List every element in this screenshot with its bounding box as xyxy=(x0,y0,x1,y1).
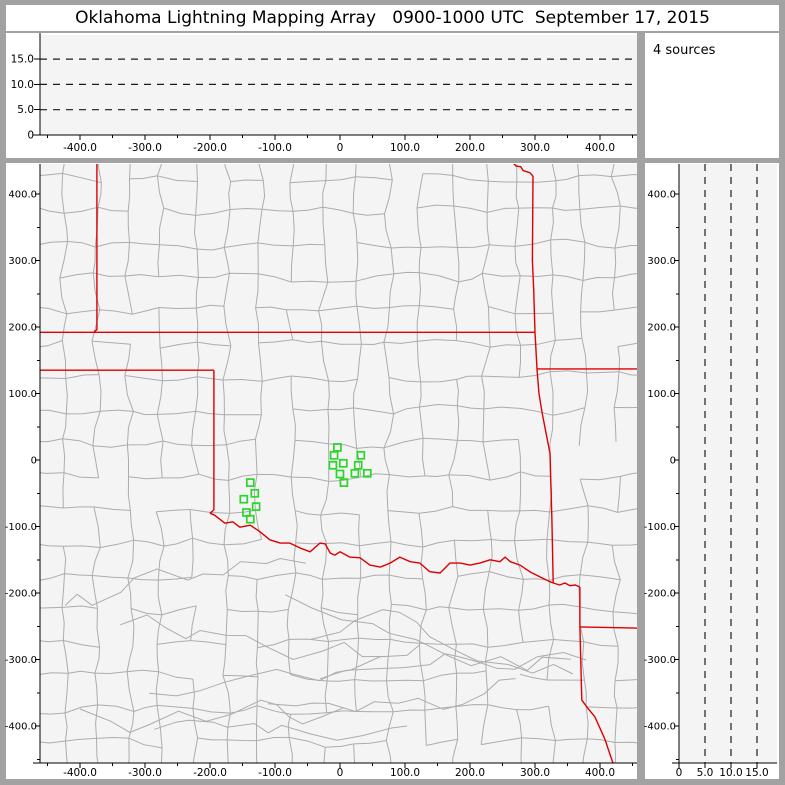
title-bar: Oklahoma Lightning Mapping Array 0900-10… xyxy=(6,5,779,31)
plan-view-panel[interactable] xyxy=(6,163,637,779)
sources-panel: 4 sources xyxy=(645,33,779,158)
page-title: Oklahoma Lightning Mapping Array 0900-10… xyxy=(75,8,710,28)
altitude-ew-panel[interactable] xyxy=(6,33,637,158)
source-count-label: 4 sources xyxy=(653,43,716,58)
altitude-ns-panel[interactable] xyxy=(645,163,779,779)
